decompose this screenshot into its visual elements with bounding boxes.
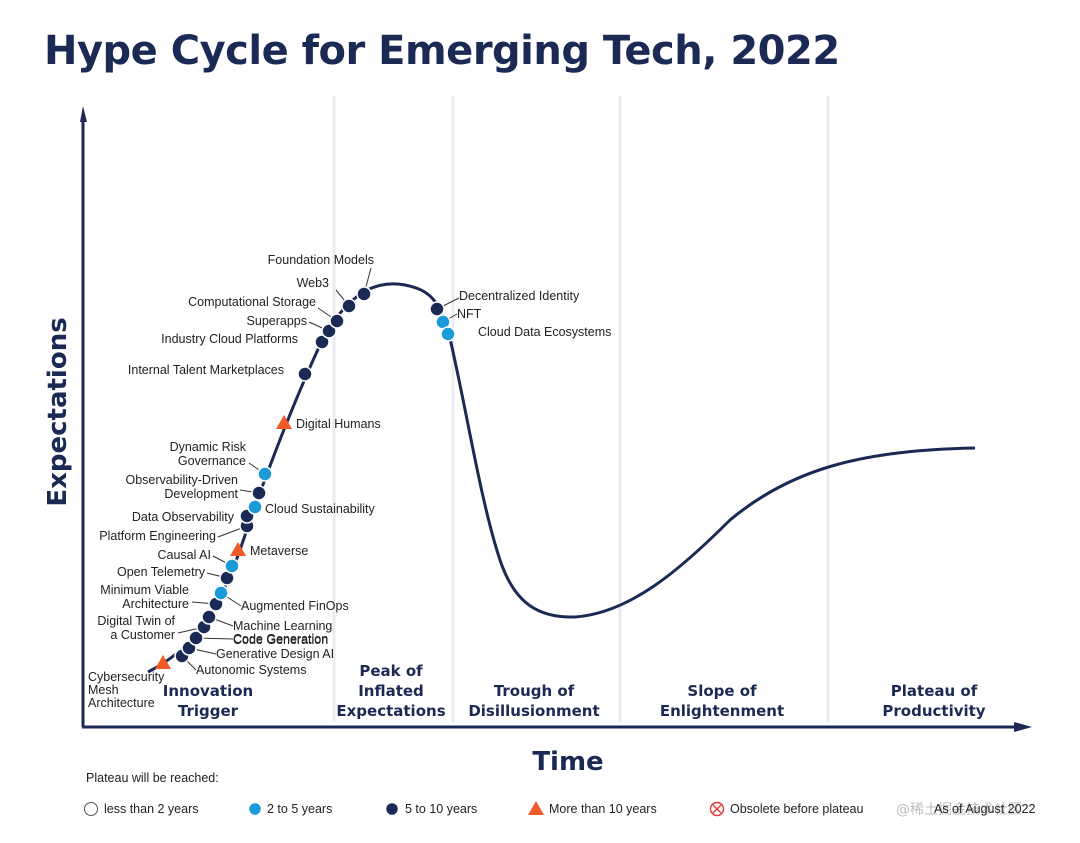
label-data-observability: Data Observability [132, 510, 235, 524]
legend-marker-5-to-10-years [384, 801, 400, 817]
technology-labels: Cybersecurity Mesh Architecture Autonomic S… [88, 253, 611, 710]
y-axis-arrow [80, 106, 87, 122]
label-cloud-data-ecosystems: Cloud Data Ecosystems [478, 325, 611, 339]
label-causal-ai: Causal AI [157, 548, 211, 562]
legend-marker-obsolete-before-plateau [709, 801, 725, 817]
label-autonomic-systems: Autonomic Systems [196, 663, 306, 677]
marker-machine-learning-code-generation [201, 609, 217, 625]
phase-separators [332, 96, 830, 722]
label-dynamic-risk-governance: Dynamic Risk Governance [170, 440, 247, 468]
marker-dynamic-risk-governance [257, 466, 273, 482]
label-minimum-viable-architecture: Minimum Viable Architecture [100, 583, 189, 611]
legend-marker-2-to-5-years [247, 801, 263, 817]
marker-cybersecurity-mesh-architecture [155, 655, 171, 669]
label-foundation-models: Foundation Models [268, 253, 374, 267]
x-axis-title: Time [532, 747, 603, 777]
legend-label-more-than-10-years: More than 10 years [549, 802, 657, 816]
label-web3: Web3 [297, 276, 329, 290]
marker-internal-talent-marketplaces [297, 366, 313, 382]
label-digital-twin-of-a-customer: Digital Twin of a Customer [97, 614, 175, 642]
phase-labels: Innovation Trigger Peak of Inflated Expectat… [163, 662, 986, 720]
watermark: @稀土掘金技术社区 [896, 802, 1022, 818]
legend-marker-more-than-10-years [528, 801, 544, 815]
label-computational-storage: Computational Storage [188, 295, 316, 309]
axes [80, 106, 1032, 732]
technology-markers [155, 286, 456, 669]
legend-title: Plateau will be reached: [86, 771, 219, 785]
legend-label-less-than-2-years: less than 2 years [104, 802, 199, 816]
label-metaverse: Metaverse [250, 544, 308, 558]
marker-cloud-sustainability [247, 499, 263, 515]
marker-code-generation [188, 630, 204, 646]
marker-decentralized-identity [429, 301, 445, 317]
phase-label-innovation-trigger: Innovation Trigger [163, 682, 253, 720]
label-augmented-finops: Augmented FinOps [241, 599, 349, 613]
marker-superapps [321, 323, 337, 339]
phase-label-trough-of-disillusionment: Trough of Disillusionment [468, 682, 599, 720]
phase-label-peak-of-inflated-expectations: Peak of Inflated Expectations [336, 662, 445, 720]
label-platform-engineering: Platform Engineering [99, 529, 216, 543]
label-open-telemetry: Open Telemetry [117, 565, 206, 579]
legend-marker-less-than-2-years [84, 802, 98, 816]
marker-augmented-finops [213, 585, 229, 601]
as-of-date: As of August 2022 [934, 802, 1036, 816]
marker-digital-humans [276, 415, 292, 429]
marker-industry-cloud-platforms [314, 334, 330, 350]
label-generative-design-ai: Generative Design AI [216, 647, 334, 661]
label-cybersecurity-mesh-architecture: Cybersecurity Mesh Architecture [88, 670, 165, 710]
label-digital-humans: Digital Humans [296, 417, 381, 431]
label-code-generation: Code Generation [233, 632, 328, 646]
label-industry-cloud-platforms: Industry Cloud Platforms [161, 332, 298, 346]
marker-cloud-data-ecosystems [440, 326, 456, 342]
marker-metaverse [230, 542, 246, 556]
marker-computational-storage [329, 313, 345, 329]
phase-label-plateau-of-productivity: Plateau of Productivity [882, 682, 985, 720]
x-axis-arrow [1014, 722, 1032, 732]
marker-foundation-models [356, 286, 372, 302]
marker-web3 [341, 298, 357, 314]
label-observability-driven-development: Observability-Driven Development [125, 473, 238, 501]
label-decentralized-identity: Decentralized Identity [459, 289, 580, 303]
legend-label-obsolete-before-plateau: Obsolete before plateau [730, 802, 863, 816]
legend: less than 2 years 2 to 5 years 5 to 10 yea… [84, 801, 863, 817]
label-nft: NFT [457, 307, 482, 321]
label-machine-learning-code-generation: Machine Learning Code Generation [233, 619, 332, 647]
legend-label-2-to-5-years: 2 to 5 years [267, 802, 332, 816]
phase-label-slope-of-enlightenment: Slope of Enlightenment [660, 682, 784, 720]
label-cloud-sustainability: Cloud Sustainability [265, 502, 376, 516]
label-superapps: Superapps [247, 314, 307, 328]
y-axis-title: Expectations [43, 317, 73, 506]
label-internal-talent-marketplaces: Internal Talent Marketplaces [128, 363, 284, 377]
marker-observability-driven-development [251, 485, 267, 501]
marker-causal-ai [224, 558, 240, 574]
legend-label-5-to-10-years: 5 to 10 years [405, 802, 477, 816]
chart-title: Hype Cycle for Emerging Tech, 2022 [44, 28, 840, 74]
